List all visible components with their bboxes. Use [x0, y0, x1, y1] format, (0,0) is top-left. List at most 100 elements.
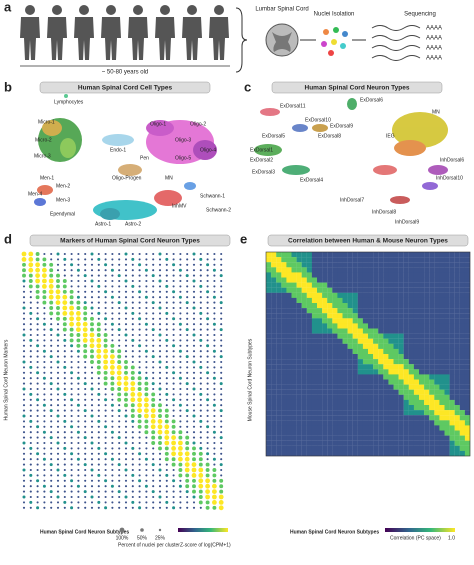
dot	[152, 269, 155, 272]
dot	[192, 317, 196, 320]
cell	[378, 394, 384, 400]
dot	[90, 258, 94, 261]
dot	[29, 377, 32, 380]
dot	[77, 366, 80, 369]
dot	[104, 323, 107, 326]
cell	[413, 364, 420, 370]
dot	[152, 339, 155, 342]
dot	[213, 425, 216, 428]
dot	[104, 312, 107, 315]
dot	[191, 467, 197, 473]
dot	[42, 484, 46, 488]
cell	[332, 282, 338, 288]
dot	[70, 279, 73, 283]
cell	[291, 389, 297, 395]
dot	[50, 485, 53, 488]
cell	[342, 308, 348, 314]
read: AAAA	[426, 26, 442, 32]
cell	[337, 369, 343, 375]
dot	[43, 339, 46, 342]
cluster-label: Oligo-4	[200, 147, 216, 153]
dot	[212, 349, 216, 353]
dot	[213, 382, 216, 385]
cell	[393, 303, 399, 309]
cell	[332, 287, 338, 293]
cell	[444, 450, 450, 457]
dot	[186, 360, 189, 364]
cell	[388, 267, 394, 273]
cell	[449, 257, 455, 263]
dot	[70, 366, 73, 369]
cell	[449, 323, 455, 329]
cell	[266, 277, 272, 283]
cell	[271, 420, 277, 426]
cell	[378, 343, 384, 349]
dot	[152, 468, 155, 472]
dot	[205, 500, 210, 505]
dot	[206, 296, 209, 299]
dot	[111, 252, 114, 256]
cell	[271, 262, 277, 268]
dot	[97, 425, 100, 428]
cell	[332, 313, 338, 319]
cell	[378, 405, 384, 411]
cell	[281, 318, 287, 324]
dot	[151, 403, 156, 408]
cell	[393, 257, 399, 263]
dot	[117, 490, 121, 494]
cell	[337, 374, 343, 380]
dot	[84, 431, 87, 434]
dot	[84, 441, 87, 445]
cell	[337, 323, 343, 329]
dot	[178, 435, 183, 440]
cell	[383, 394, 389, 400]
dot	[199, 274, 202, 277]
cell	[342, 415, 348, 421]
cell	[459, 343, 465, 349]
cell	[306, 369, 312, 375]
dot	[77, 258, 80, 261]
cell	[419, 313, 425, 319]
dot	[124, 495, 128, 499]
dot	[158, 274, 162, 277]
cell	[373, 374, 379, 380]
dot	[158, 317, 162, 320]
dot	[164, 440, 170, 446]
cell	[413, 399, 420, 406]
dot	[77, 436, 80, 439]
cell	[403, 384, 409, 390]
dot	[22, 279, 26, 283]
dot	[138, 317, 142, 321]
dot	[137, 381, 142, 386]
cell	[317, 450, 323, 457]
panel-label: e	[240, 231, 247, 246]
dot	[198, 467, 204, 473]
cell	[332, 364, 338, 370]
cell	[286, 308, 292, 314]
dot	[152, 263, 155, 266]
dot	[97, 311, 101, 315]
cell	[291, 282, 297, 288]
dot	[151, 463, 155, 467]
cell	[296, 399, 302, 406]
cell	[317, 297, 323, 304]
dot	[84, 285, 87, 288]
dot	[29, 333, 32, 337]
cell	[332, 308, 338, 314]
cell	[296, 272, 302, 278]
dot	[220, 285, 223, 288]
cell	[281, 430, 287, 436]
cell	[266, 267, 272, 273]
dot	[36, 387, 39, 391]
dot	[111, 474, 114, 477]
cell	[429, 267, 435, 273]
dot	[130, 370, 135, 375]
dot	[151, 435, 156, 440]
dot	[111, 398, 114, 401]
dot	[117, 397, 122, 402]
dot	[22, 474, 26, 477]
dot	[205, 473, 210, 478]
cell	[424, 257, 430, 263]
cell	[419, 405, 425, 411]
dot	[21, 257, 27, 262]
